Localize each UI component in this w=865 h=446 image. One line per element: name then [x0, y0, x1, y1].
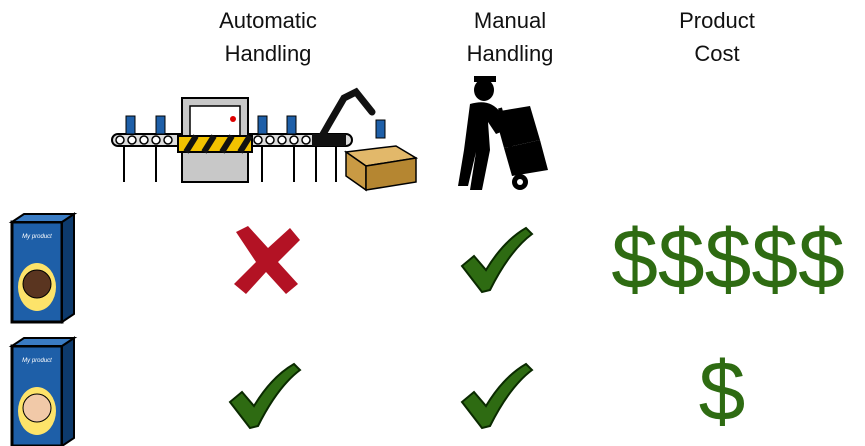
row: My product $$$$$ — [10, 212, 845, 324]
check-icon — [461, 227, 533, 293]
header-line: Product — [679, 8, 755, 33]
check-icon — [229, 363, 301, 429]
product-icon: My product — [10, 212, 76, 324]
header-line: Manual — [474, 8, 546, 33]
column-headers: Automatic Handling Manual Handling Produ… — [219, 8, 755, 66]
cross-icon — [234, 226, 300, 294]
header-line: Handling — [467, 41, 554, 66]
product-label: My product — [22, 234, 52, 240]
header-line: Automatic — [219, 8, 317, 33]
row: My product $ — [10, 336, 746, 446]
header-line: Cost — [694, 41, 739, 66]
worker-illustration — [458, 76, 548, 190]
check-icon — [461, 363, 533, 429]
cost: $ — [699, 344, 746, 438]
conveyor-illustration — [111, 87, 419, 192]
product-label: My product — [22, 358, 52, 364]
header-line: Handling — [225, 41, 312, 66]
cost: $$$$$ — [611, 212, 845, 306]
product-icon: My product — [10, 336, 76, 446]
